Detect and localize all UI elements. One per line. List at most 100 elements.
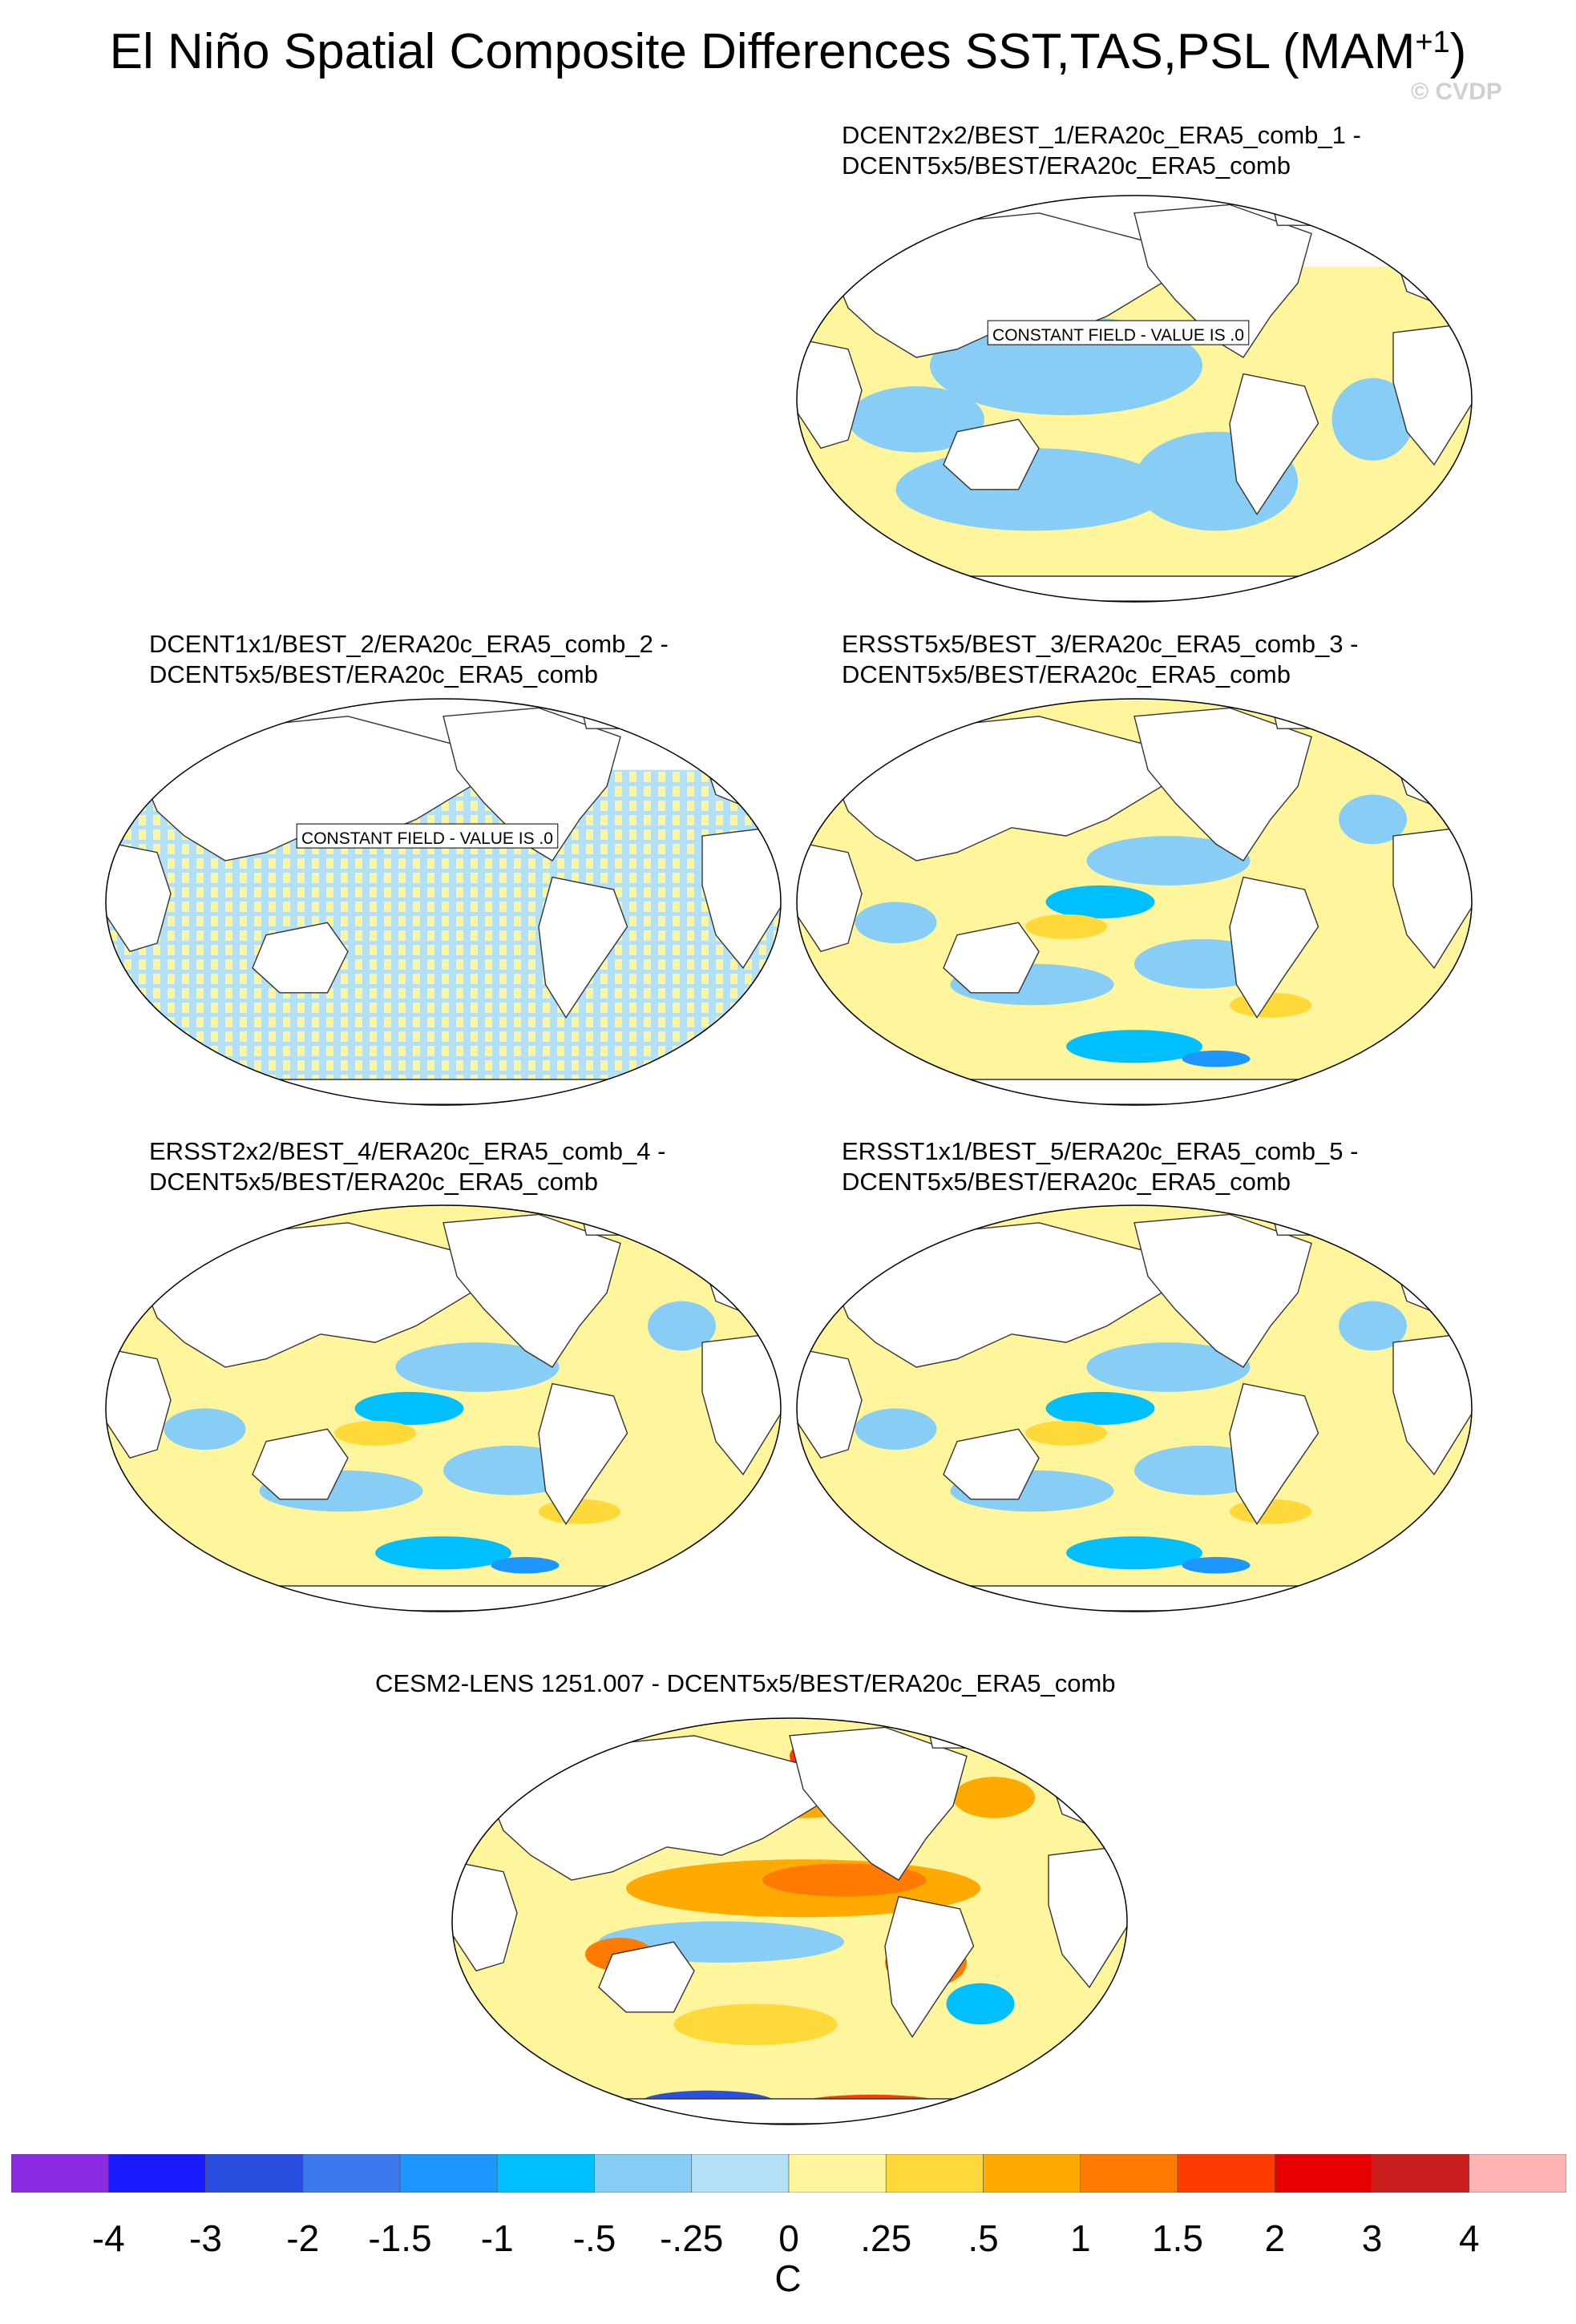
colorbar-swatch xyxy=(885,2153,984,2193)
continent-outline xyxy=(442,1213,621,1368)
continent-outline xyxy=(1229,876,1319,1019)
world-map: CONSTANT FIELD - VALUE IS .0 xyxy=(794,192,1475,605)
anomaly-contour xyxy=(491,1556,560,1574)
panel-title: ERSST2x2/BEST_4/ERA20c_ERA5_comb_4 - DCEN… xyxy=(149,1137,666,1196)
continent-outline xyxy=(884,1895,975,2038)
constant-field-label: CONSTANT FIELD - VALUE IS .0 xyxy=(301,829,553,848)
continent-outline xyxy=(929,1585,1340,1612)
world-map: CONSTANT FIELD - VALUE IS .0 xyxy=(103,696,784,1108)
anomaly-contour xyxy=(1066,1536,1202,1570)
anomaly-contour xyxy=(855,1408,937,1450)
map-border xyxy=(105,698,782,1106)
colorbar-swatch xyxy=(399,2153,498,2193)
colorbar-tick-label: 2 xyxy=(1264,2217,1286,2259)
anomaly-contour xyxy=(1045,1391,1155,1426)
continent-outline xyxy=(238,1079,649,1105)
continent-outline xyxy=(252,1428,349,1500)
constant-field-label: CONSTANT FIELD - VALUE IS .0 xyxy=(992,326,1244,345)
continent-outline xyxy=(1134,1213,1312,1368)
colorbar-swatch xyxy=(1469,2153,1567,2193)
panel-title: CESM2-LENS 1251.007 - DCENT5x5/BEST/ERA2… xyxy=(375,1669,1116,1697)
anomaly-contour xyxy=(1086,1342,1251,1392)
continent-outline xyxy=(143,1222,471,1368)
continent-outline xyxy=(238,1585,649,1612)
colorbar-tick-label: -1.5 xyxy=(368,2217,432,2259)
anomaly-contour xyxy=(1182,1050,1251,1067)
colorbar xyxy=(10,2153,1567,2197)
continent-outline xyxy=(106,843,172,953)
map-border xyxy=(796,698,1473,1106)
colorbar-tick-label: -.25 xyxy=(660,2217,724,2259)
colorbar-tick-label: -2 xyxy=(286,2217,320,2259)
anomaly-contour xyxy=(855,902,937,943)
anomaly-contour xyxy=(1066,1030,1202,1063)
anomaly-contour xyxy=(1339,794,1407,845)
map-border xyxy=(796,195,1473,603)
colorbar-tick-label: 4 xyxy=(1458,2217,1480,2259)
map-border xyxy=(796,1204,1473,1612)
colorbar-tick-label: 1.5 xyxy=(1152,2217,1203,2259)
continent-outline xyxy=(252,922,349,994)
colorbar-swatch xyxy=(496,2153,595,2193)
colorbar-swatch xyxy=(1372,2153,1470,2193)
panel-title: DCENT2x2/BEST_1/ERA20c_ERA5_comb_1 - DCEN… xyxy=(842,121,1361,180)
continent-outline xyxy=(797,1350,863,1459)
colorbar-tick-label: -1 xyxy=(480,2217,514,2259)
anomaly-contour xyxy=(375,1536,511,1570)
colorbar-swatch xyxy=(107,2153,206,2193)
continent-outline xyxy=(598,1941,695,2013)
panel-title: DCENT1x1/BEST_2/ERA20c_ERA5_comb_2 - DCEN… xyxy=(149,630,669,688)
panel-title: ERSST5x5/BEST_3/ERA20c_ERA5_comb_3 - DCEN… xyxy=(842,630,1359,688)
continent-outline xyxy=(1134,707,1312,861)
anomaly-contour xyxy=(395,1342,560,1392)
anomaly-contour xyxy=(848,386,984,453)
world-map xyxy=(103,1202,784,1615)
continent-outline xyxy=(489,1735,818,1881)
anomaly-contour xyxy=(1025,1420,1107,1446)
anomaly-contour xyxy=(334,1420,416,1446)
figure-title: El Niño Spatial Composite Differences SS… xyxy=(109,24,1467,79)
anomaly-contour xyxy=(1025,914,1107,939)
continent-outline xyxy=(538,1382,628,1525)
cvdp-watermark: © CVDP xyxy=(1411,79,1502,105)
map-border xyxy=(451,1717,1128,2125)
colorbar-swatch xyxy=(205,2153,304,2193)
colorbar-swatch xyxy=(594,2153,693,2193)
world-map xyxy=(449,1715,1130,2128)
anomaly-contour xyxy=(946,1983,1015,2025)
anomaly-contour xyxy=(164,1408,246,1450)
colorbar-swatch xyxy=(691,2153,790,2193)
world-map xyxy=(794,696,1475,1108)
continent-outline xyxy=(929,1079,1340,1105)
colorbar-tick-label: .5 xyxy=(968,2217,999,2259)
continent-outline xyxy=(106,1350,172,1459)
panel-title: ERSST1x1/BEST_5/ERA20c_ERA5_comb_5 - DCEN… xyxy=(842,1137,1359,1196)
continent-outline xyxy=(797,340,863,450)
continent-outline xyxy=(943,1428,1040,1500)
continent-outline xyxy=(943,922,1040,994)
colorbar-swatch xyxy=(1177,2153,1275,2193)
map-border xyxy=(105,1204,782,1612)
colorbar-units: C xyxy=(774,2257,802,2299)
colorbar-swatch xyxy=(1274,2153,1372,2193)
anomaly-contour xyxy=(1182,1556,1251,1574)
anomaly-contour xyxy=(1332,377,1414,461)
continent-outline xyxy=(834,1222,1162,1368)
world-map xyxy=(794,1202,1475,1615)
continent-outline xyxy=(442,707,621,861)
colorbar-swatch xyxy=(983,2153,1081,2193)
colorbar-swatch xyxy=(10,2153,109,2193)
continent-outline xyxy=(797,843,863,953)
colorbar-swatch xyxy=(788,2153,887,2193)
colorbar-tick-label: .25 xyxy=(860,2217,912,2259)
continent-outline xyxy=(834,716,1162,861)
colorbar-tick-label: 1 xyxy=(1069,2217,1091,2259)
continent-outline xyxy=(584,2098,995,2124)
anomaly-contour xyxy=(648,1301,716,1351)
anomaly-contour xyxy=(673,2003,838,2045)
continent-outline xyxy=(943,418,1040,490)
colorbar-swatch xyxy=(302,2153,401,2193)
colorbar-tick-label: -3 xyxy=(189,2217,222,2259)
continent-outline xyxy=(929,575,1340,602)
continent-outline xyxy=(1229,1382,1319,1525)
